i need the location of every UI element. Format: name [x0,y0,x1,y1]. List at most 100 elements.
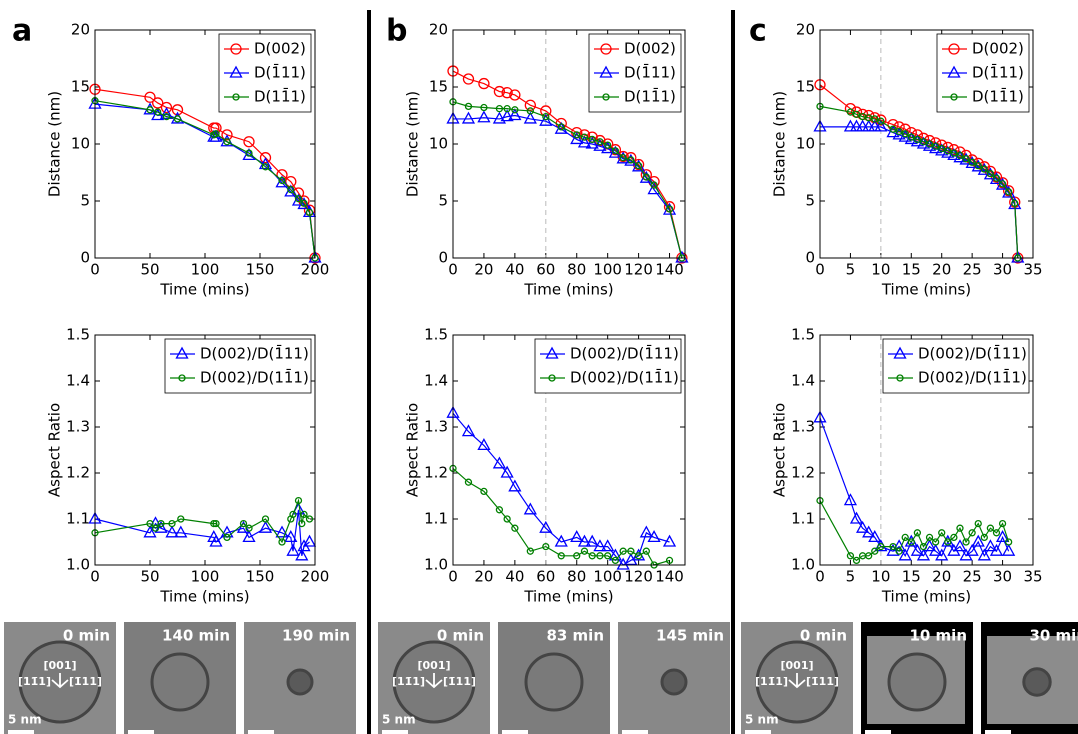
direction-left: [11̄1] [392,675,425,688]
y-tick-label: 15 [429,78,448,96]
marker [275,525,289,538]
marker [931,142,940,150]
marker [1005,538,1013,546]
x-tick-label: 20 [932,568,951,586]
marker [647,530,661,543]
series-line [452,467,670,566]
scale-label: 5 nm [8,713,42,727]
marker [871,115,879,123]
x-tick-label: 120 [624,568,653,586]
marker [974,162,982,170]
marker [492,456,506,469]
y-tick-label: 10 [429,135,448,153]
marker [177,515,185,523]
marker [585,136,599,149]
marker [950,149,958,157]
marker [173,115,182,123]
series-line [94,88,316,259]
marker [619,154,627,162]
marker [294,195,303,203]
legend-marker [232,93,240,101]
marker [539,520,553,533]
marker [895,127,903,136]
x-tick-label: 5 [846,568,856,586]
marker [953,539,967,552]
panel-letter: c [749,14,767,49]
y-tick-label: 0 [80,249,90,267]
x-tick-label: 140 [655,261,684,279]
legend-label: D(002)/D(11̄1) [570,368,679,387]
zone-axis: [001] [43,659,76,672]
y-tick-label: 1.3 [66,418,90,436]
time-label: 145 min [656,627,724,645]
marker [557,123,565,131]
x-axis-label: Time (mins) [159,588,249,606]
marker [580,547,589,555]
y-tick-label: 1.2 [791,464,815,482]
marker [852,556,861,565]
marker [461,111,476,124]
x-tick-label: 0 [815,568,825,586]
legend [164,338,312,394]
marker [611,147,620,155]
marker [480,103,488,112]
marker [287,185,295,194]
marker [968,529,976,537]
direction-right: [1̄11] [806,675,839,688]
x-tick-label: 40 [505,261,524,279]
marker [152,97,164,109]
plot-frame [94,334,316,566]
x-tick-label: 60 [536,261,555,279]
direction-right: [1̄11] [443,675,476,688]
legend-marker [950,93,958,101]
y-tick-label: 20 [796,21,815,39]
marker [223,138,231,146]
time-label: 30 min [1029,627,1078,645]
marker [992,174,1001,182]
marker [962,155,970,163]
marker [495,105,504,113]
x-tick-label: 80 [567,568,586,586]
scale-bar [382,730,408,734]
legend-marker [599,65,613,78]
x-tick-label: 80 [567,261,586,279]
marker [492,111,506,124]
series-line [819,105,1019,259]
marker [585,534,599,547]
scale-bar [8,730,34,734]
marker [509,89,521,101]
marker [577,534,592,547]
direction-left: [11̄1] [18,675,51,688]
marker [573,552,581,560]
x-tick-label: 35 [1023,261,1042,279]
marker [874,119,888,132]
marker [944,147,952,155]
plot-frame [819,334,1034,566]
x-axis-label: Time (mins) [881,281,971,299]
marker [542,112,550,121]
marker [523,111,537,124]
x-tick-label: 10 [871,261,890,279]
marker [259,152,272,164]
scale-bar [502,730,528,734]
marker [557,552,565,560]
legend-label: D(002) [624,40,676,58]
legend-label: D(11̄1) [624,87,676,106]
x-tick-label: 10 [871,568,890,586]
series-line [453,114,683,259]
marker [554,534,568,547]
marker [573,131,581,139]
marker [931,538,940,546]
marker [508,479,522,492]
series-line [452,101,683,259]
marker [526,547,534,555]
marker [627,156,635,164]
scale-bar [745,730,771,734]
y-tick-label: 1.3 [424,418,448,436]
y-axis-label: Distance (nm) [46,91,64,197]
marker [160,101,173,114]
marker [146,106,154,114]
y-tick-label: 1.1 [424,510,448,528]
marker [843,493,858,506]
marker [593,539,607,552]
